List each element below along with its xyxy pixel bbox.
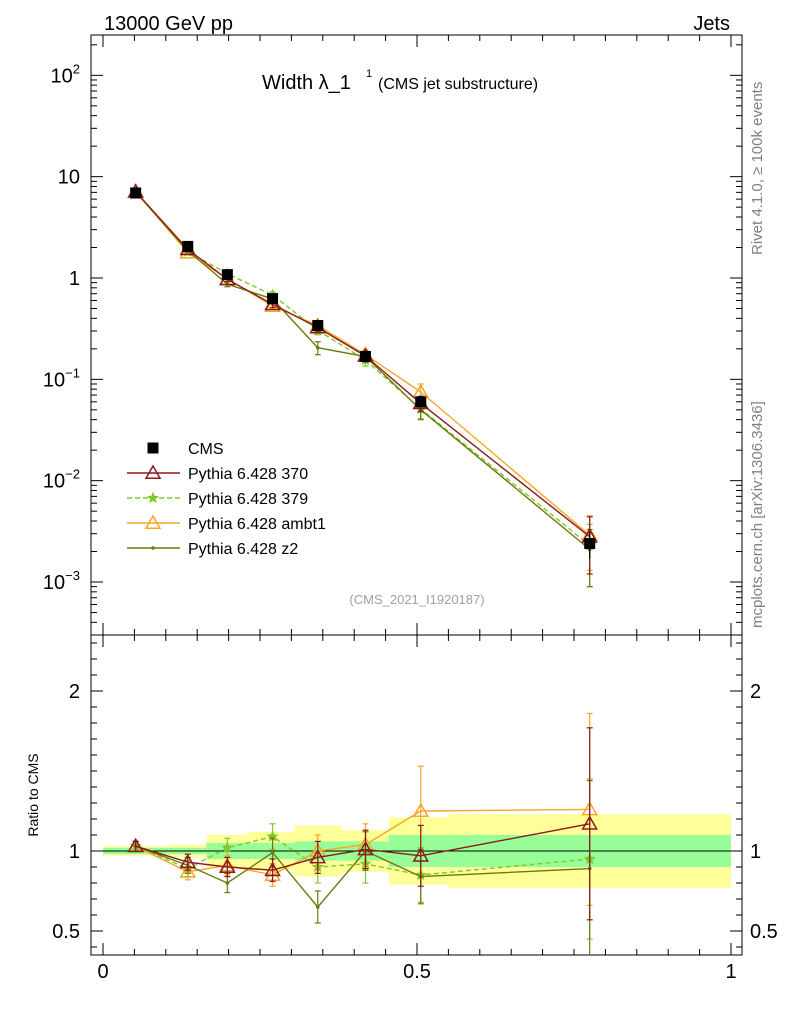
legend: CMS Pythia 6.428 370 Pythia 6.428 379 Pythi…	[127, 441, 326, 558]
marker-triangle	[412, 847, 430, 862]
marker-dot	[225, 881, 230, 885]
marker-triangle	[309, 848, 327, 864]
ratio-axis-label: Ratio to CMS	[25, 753, 41, 836]
mcplots-label: mcplots.cern.ch [arXiv:1306.3436]	[749, 401, 766, 628]
marker-square	[130, 187, 142, 199]
y-tick-label: 10−2	[43, 467, 80, 493]
marker-square	[147, 442, 159, 454]
header-left-label: 13000 GeV pp	[104, 13, 233, 35]
marker-square	[312, 319, 324, 331]
x-tick-label: 0	[97, 961, 108, 983]
x-tick-label: 0.5	[403, 961, 431, 983]
ratio-y-tick-label: 0.5	[750, 921, 778, 943]
marker-dot	[151, 546, 155, 550]
plot-title-main: Width λ_1	[262, 72, 351, 94]
legend-label: CMS	[188, 441, 224, 458]
marker-triangle	[179, 863, 197, 878]
ratio-line-p370	[135, 823, 590, 871]
legend-label: Pythia 6.428 ambt1	[188, 516, 326, 533]
plot-title: Width λ_1 1 (CMS jet substructure)	[262, 68, 538, 94]
ratio-series-p370	[127, 727, 598, 921]
marker-square	[182, 240, 194, 252]
x-tick-label: 1	[725, 961, 736, 983]
y-tick-label: 10−3	[43, 568, 80, 594]
y-tick-label: 10	[58, 167, 80, 189]
ratio-y-tick-label: 0.5	[52, 921, 80, 943]
y-tick-label: 102	[51, 61, 80, 87]
ratio-y-tick-label: 2	[750, 681, 761, 703]
marker-triangle	[581, 815, 598, 830]
legend-label: Pythia 6.428 z2	[188, 541, 298, 558]
marker-triangle	[264, 297, 281, 312]
marker-dot	[315, 345, 320, 350]
marker-star	[146, 491, 160, 504]
legend-item-p370: Pythia 6.428 370	[127, 464, 308, 483]
ratio-y-tick-label: 1	[69, 841, 80, 863]
marker-triangle	[144, 514, 162, 529]
rivet-label: Rivet 4.1.0, ≥ 100k events	[749, 82, 766, 255]
legend-label: Pythia 6.428 379	[188, 491, 308, 508]
main-plot: 10−3 10−2 10−1 1 10 102	[43, 34, 743, 636]
plot-title-subtitle: (CMS jet substructure)	[378, 76, 538, 93]
ratio-frame	[90, 634, 743, 956]
legend-item-ambt1: Pythia 6.428 ambt1	[127, 514, 326, 533]
marker-square	[360, 351, 372, 363]
series-line-z2	[135, 191, 591, 550]
ratio-line-z2	[135, 845, 590, 909]
marker-square	[221, 269, 233, 281]
legend-item-cms: CMS	[147, 441, 224, 458]
y-tick-label: 1	[69, 268, 80, 290]
marker-square	[415, 396, 427, 408]
ratio-plot: 0 0.5 1 0.5 0.5 1 1 2 2	[52, 634, 778, 983]
legend-item-z2: Pythia 6.428 z2	[127, 541, 298, 558]
marker-dot	[315, 905, 320, 909]
marker-triangle	[179, 853, 197, 869]
header-right-label: Jets	[693, 13, 730, 35]
marker-triangle	[144, 464, 162, 479]
marker-triangle	[264, 861, 281, 877]
marker-triangle	[357, 840, 374, 856]
y-tick-label: 10−1	[43, 365, 80, 391]
legend-item-p379: Pythia 6.428 379	[127, 491, 308, 508]
ratio-line-ambt1	[135, 808, 590, 876]
marker-dot	[270, 850, 275, 855]
series-line-p379	[135, 191, 591, 546]
marker-square	[584, 537, 596, 549]
marker-star	[221, 841, 234, 853]
marker-triangle	[127, 837, 144, 853]
plot-title-superscript: 1	[366, 68, 372, 80]
series-cms	[130, 187, 596, 559]
series-ambt1	[127, 183, 598, 572]
ratio-line-p379	[135, 835, 590, 876]
ratio-y-tick-label: 1	[750, 841, 761, 863]
marker-triangle	[412, 802, 430, 817]
analysis-watermark: (CMS_2021_I1920187)	[349, 592, 484, 607]
marker-square	[267, 293, 279, 305]
ratio-y-tick-label: 2	[69, 681, 80, 703]
marker-triangle	[219, 858, 236, 873]
legend-label: Pythia 6.428 370	[188, 466, 308, 483]
